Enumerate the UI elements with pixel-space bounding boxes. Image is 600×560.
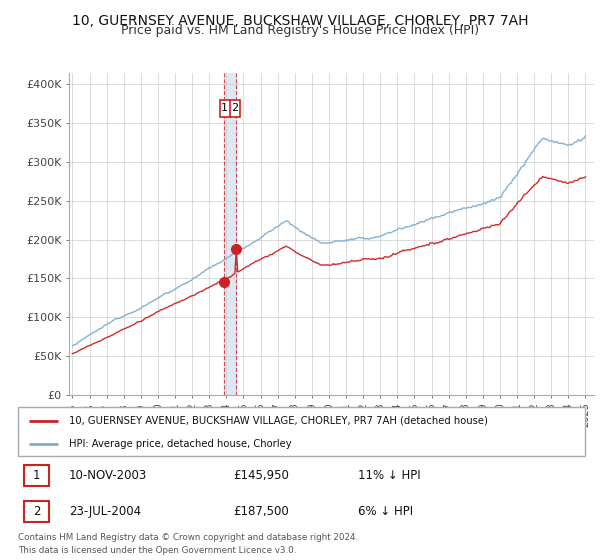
Text: Contains HM Land Registry data © Crown copyright and database right 2024.
This d: Contains HM Land Registry data © Crown c… [18, 533, 358, 554]
Text: 23-JUL-2004: 23-JUL-2004 [69, 505, 141, 518]
Text: Price paid vs. HM Land Registry's House Price Index (HPI): Price paid vs. HM Land Registry's House … [121, 24, 479, 36]
Text: HPI: Average price, detached house, Chorley: HPI: Average price, detached house, Chor… [69, 438, 292, 449]
Bar [224, 73, 236, 395]
FancyBboxPatch shape [23, 501, 49, 522]
Text: 10, GUERNSEY AVENUE, BUCKSHAW VILLAGE, CHORLEY, PR7 7AH (detached house): 10, GUERNSEY AVENUE, BUCKSHAW VILLAGE, C… [69, 416, 488, 426]
Text: £145,950: £145,950 [233, 469, 289, 482]
Text: 2: 2 [32, 505, 40, 518]
Text: 11% ↓ HPI: 11% ↓ HPI [358, 469, 421, 482]
Text: 10, GUERNSEY AVENUE, BUCKSHAW VILLAGE, CHORLEY, PR7 7AH: 10, GUERNSEY AVENUE, BUCKSHAW VILLAGE, C… [72, 14, 528, 28]
Text: 1: 1 [221, 104, 228, 114]
FancyBboxPatch shape [18, 407, 585, 456]
Text: £187,500: £187,500 [233, 505, 289, 518]
FancyBboxPatch shape [23, 465, 49, 486]
Text: 6% ↓ HPI: 6% ↓ HPI [358, 505, 413, 518]
Text: 10-NOV-2003: 10-NOV-2003 [69, 469, 147, 482]
Bar [220, 100, 240, 117]
Text: 1: 1 [32, 469, 40, 482]
Text: 2: 2 [232, 104, 239, 114]
